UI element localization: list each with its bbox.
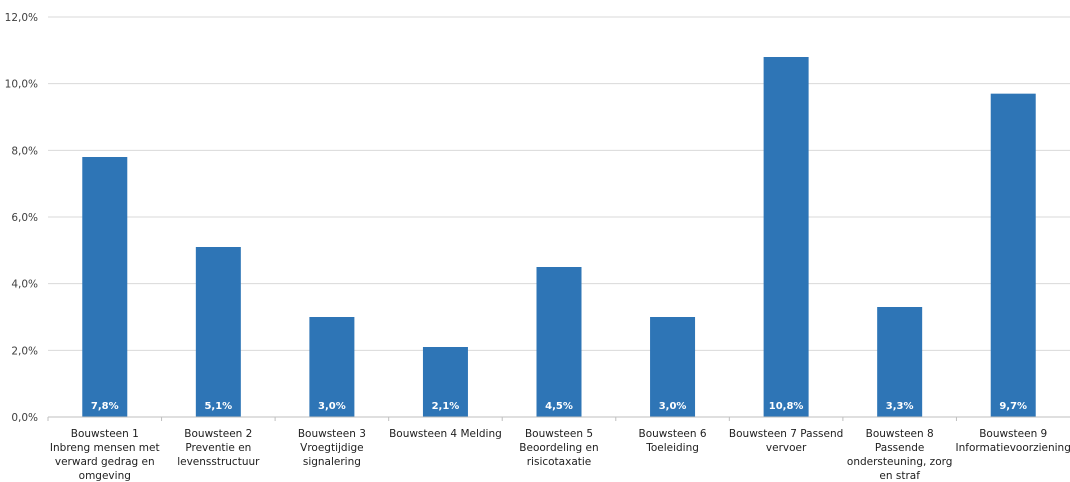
x-tick-label-line: signalering <box>303 456 361 468</box>
data-label: 5,1% <box>204 401 232 412</box>
x-tick-label-line: vervoer <box>766 442 807 454</box>
x-tick-label-line: en straf <box>879 470 920 482</box>
x-tick-label-line: omgeving <box>79 470 131 482</box>
y-tick-label: 8,0% <box>11 145 38 157</box>
x-axis: Bouwsteen 1 Inbreng mensen met verward ged… <box>47 416 1070 482</box>
x-tick-label: Bouwsteen 3 Vroegtijdige signalering <box>298 428 366 468</box>
y-tick-label: 2,0% <box>11 345 38 357</box>
y-tick-label: 0,0% <box>11 412 38 424</box>
bar <box>82 157 128 417</box>
x-tick-label: Bouwsteen 2 Preventie en levensstructuur <box>177 428 260 468</box>
x-tick-label-line: levensstructuur <box>177 456 260 468</box>
x-tick-label: Bouwsteen 8 Passende ondersteuning, zorg en… <box>847 428 953 482</box>
x-tick-label: Bouwsteen 7 Passend vervoer <box>729 428 843 454</box>
data-labels: 7,8% 5,1% 3,0% 2,1% 4,5% 3,0% 10,8% 3,3% 9,7% <box>91 401 1027 412</box>
y-tick-label: 6,0% <box>11 212 38 224</box>
x-tick-label-line: Inbreng mensen met <box>50 442 160 454</box>
y-tick-label: 4,0% <box>11 279 38 291</box>
bar <box>309 317 355 417</box>
x-tick-label-line: ondersteuning, zorg <box>847 456 953 468</box>
x-tick-label-line: Bouwsteen 6 <box>639 428 707 440</box>
x-tick-label-line: Beoordeling en <box>519 442 598 454</box>
data-label: 3,0% <box>659 401 687 412</box>
x-tick-label-line: Toeleiding <box>645 442 699 454</box>
bar <box>990 93 1036 418</box>
x-tick-label: Bouwsteen 9 Informatievoorziening <box>956 428 1070 454</box>
bar <box>422 347 468 417</box>
data-label: 4,5% <box>545 401 573 412</box>
x-tick-label-line: Bouwsteen 3 <box>298 428 366 440</box>
x-tick-label-line: Bouwsteen 1 <box>71 428 139 440</box>
bar <box>763 57 809 417</box>
data-label: 9,7% <box>999 401 1027 412</box>
x-tick-label-line: verward gedrag en <box>55 456 155 468</box>
x-tick-label-line: Bouwsteen 4 Melding <box>389 428 502 440</box>
x-tick-label-line: Informatievoorziening <box>956 442 1070 454</box>
x-tick-label-line: Vroegtijdige <box>300 442 363 454</box>
x-tick-label: Bouwsteen 4 Melding <box>389 428 502 440</box>
x-tick-label: Bouwsteen 5 Beoordeling en risicotaxatie <box>519 428 598 468</box>
x-tick-label-line: Preventie en <box>185 442 251 454</box>
x-tick-label-line: Bouwsteen 5 <box>525 428 593 440</box>
y-tick-label: 10,0% <box>5 79 38 91</box>
data-label: 7,8% <box>91 401 119 412</box>
x-tick-label-line: Passende <box>875 442 924 454</box>
x-tick-label-line: Bouwsteen 8 <box>866 428 934 440</box>
data-label: 10,8% <box>769 401 804 412</box>
x-tick-label: Bouwsteen 1 Inbreng mensen met verward ged… <box>50 428 160 482</box>
y-axis: 0,0% 2,0% 4,0% 6,0% 8,0% 10,0% 12,0% <box>5 12 38 424</box>
bar <box>877 307 923 417</box>
bar <box>195 247 241 417</box>
x-tick-label-line: Bouwsteen 2 <box>184 428 252 440</box>
x-tick-label: Bouwsteen 6 Toeleiding <box>639 428 707 454</box>
data-label: 3,0% <box>318 401 346 412</box>
x-tick-label-line: risicotaxatie <box>527 456 592 468</box>
data-label: 2,1% <box>432 401 460 412</box>
x-tick-label-line: Bouwsteen 9 <box>979 428 1047 440</box>
bars <box>82 57 1036 418</box>
bar <box>536 267 582 417</box>
bar <box>650 317 696 417</box>
x-tick-label-line: Bouwsteen 7 Passend <box>729 428 843 440</box>
y-tick-label: 12,0% <box>5 12 38 24</box>
data-label: 3,3% <box>886 401 914 412</box>
